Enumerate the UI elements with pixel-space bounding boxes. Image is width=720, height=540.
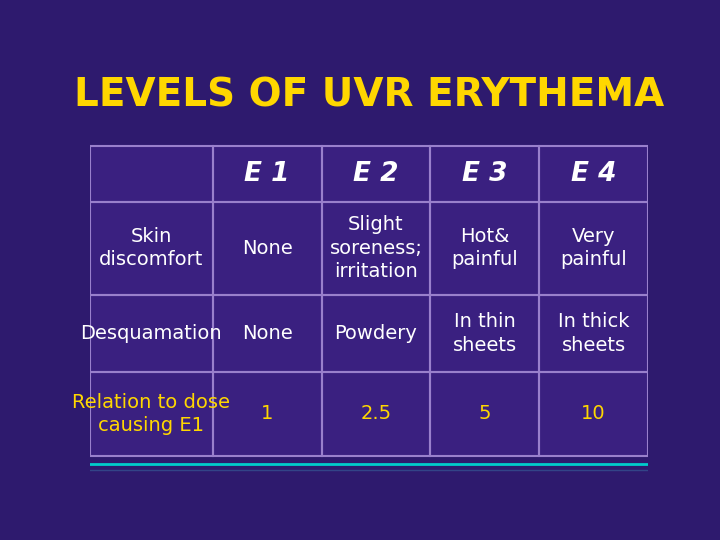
Bar bbox=[431, 201, 539, 295]
Text: 2.5: 2.5 bbox=[361, 404, 392, 423]
Bar bbox=[431, 201, 539, 295]
Text: E 3: E 3 bbox=[462, 161, 508, 187]
Bar bbox=[539, 201, 648, 295]
Text: Very
painful: Very painful bbox=[560, 227, 627, 269]
Bar bbox=[431, 372, 539, 456]
Bar bbox=[213, 295, 322, 372]
Bar bbox=[90, 295, 213, 372]
Bar bbox=[322, 372, 431, 456]
Bar bbox=[213, 146, 322, 201]
Bar bbox=[539, 201, 648, 295]
Text: E 4: E 4 bbox=[571, 161, 616, 187]
Bar bbox=[90, 372, 213, 456]
Bar bbox=[539, 295, 648, 372]
Bar bbox=[431, 372, 539, 456]
Bar bbox=[322, 295, 431, 372]
Bar bbox=[322, 146, 431, 201]
Text: 1: 1 bbox=[261, 404, 274, 423]
Bar bbox=[213, 295, 322, 372]
Bar bbox=[213, 146, 322, 201]
Bar bbox=[539, 146, 648, 201]
Bar bbox=[90, 295, 213, 372]
Text: E 1: E 1 bbox=[244, 161, 290, 187]
Bar bbox=[213, 201, 322, 295]
Bar bbox=[90, 146, 213, 201]
Bar bbox=[431, 146, 539, 201]
Bar bbox=[322, 372, 431, 456]
Text: E 2: E 2 bbox=[354, 161, 399, 187]
Text: None: None bbox=[242, 239, 292, 258]
Bar bbox=[431, 295, 539, 372]
Bar bbox=[90, 201, 213, 295]
Text: LEVELS OF UVR ERYTHEMA: LEVELS OF UVR ERYTHEMA bbox=[74, 77, 664, 115]
Bar bbox=[90, 201, 213, 295]
Bar bbox=[213, 372, 322, 456]
Bar bbox=[213, 372, 322, 456]
Text: Relation to dose
causing E1: Relation to dose causing E1 bbox=[73, 393, 230, 435]
Text: 5: 5 bbox=[479, 404, 491, 423]
Bar bbox=[539, 146, 648, 201]
Text: In thin
sheets: In thin sheets bbox=[453, 312, 517, 355]
Bar bbox=[322, 201, 431, 295]
Bar bbox=[322, 295, 431, 372]
Text: Desquamation: Desquamation bbox=[81, 324, 222, 343]
Bar bbox=[539, 295, 648, 372]
Bar bbox=[322, 146, 431, 201]
Text: Skin
discomfort: Skin discomfort bbox=[99, 227, 204, 269]
Bar bbox=[90, 146, 213, 201]
Text: Hot&
painful: Hot& painful bbox=[451, 227, 518, 269]
Bar bbox=[213, 201, 322, 295]
Bar bbox=[539, 372, 648, 456]
Text: None: None bbox=[242, 324, 292, 343]
Bar bbox=[539, 372, 648, 456]
Text: 10: 10 bbox=[581, 404, 606, 423]
Text: In thick
sheets: In thick sheets bbox=[558, 312, 629, 355]
Bar bbox=[431, 146, 539, 201]
Text: Slight
soreness;
irritation: Slight soreness; irritation bbox=[330, 215, 423, 281]
Bar bbox=[431, 295, 539, 372]
Bar bbox=[322, 201, 431, 295]
Bar bbox=[90, 372, 213, 456]
Text: Powdery: Powdery bbox=[335, 324, 418, 343]
